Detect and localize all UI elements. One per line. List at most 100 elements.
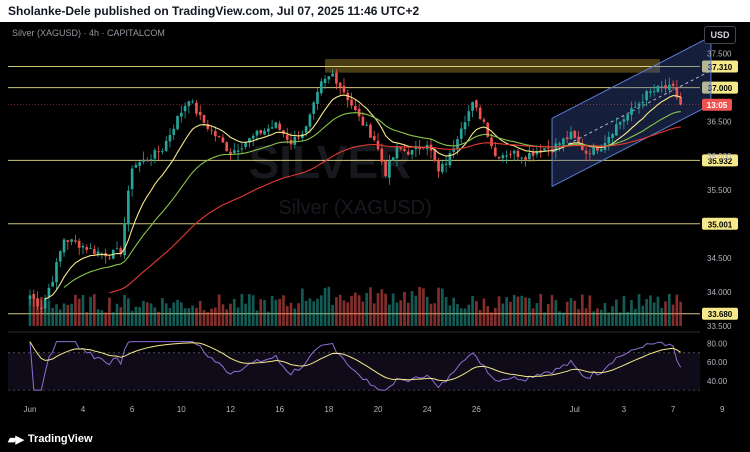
volume-bar: [357, 295, 361, 326]
volume-bar: [232, 298, 236, 326]
volume-bar: [588, 295, 592, 326]
candle-body: [138, 162, 142, 166]
candle-body: [671, 83, 675, 86]
volume-bar: [376, 293, 380, 326]
volume-bar: [626, 311, 630, 326]
candle-body: [85, 247, 89, 250]
level-price-label: 35.932: [708, 157, 733, 166]
rsi-axis-tick: 60.00: [707, 358, 728, 367]
volume-bar: [580, 294, 584, 326]
candle-body: [293, 136, 297, 145]
volume-bar: [660, 307, 664, 326]
candle-body: [667, 84, 671, 90]
candle-body: [157, 151, 160, 153]
volume-bar: [546, 303, 550, 326]
candle-body: [285, 134, 289, 140]
level-price-label: 33.680: [708, 310, 733, 319]
volume-bar: [191, 305, 194, 326]
candle-body: [108, 257, 111, 259]
time-axis-tick: 18: [324, 405, 333, 414]
candle-body: [618, 122, 622, 125]
candle-body: [531, 152, 535, 156]
candle-body: [660, 86, 664, 88]
chart-canvas[interactable]: SILVER Silver (XAGUSD) 37.310 37.000 35.93…: [0, 22, 750, 426]
volume-bar: [441, 288, 444, 326]
candle-body: [418, 147, 421, 150]
volume-bar: [482, 298, 486, 326]
volume-bar: [47, 300, 51, 326]
candle-body: [308, 114, 312, 127]
volume-bar: [28, 297, 32, 326]
candle-body: [422, 148, 425, 150]
candle-body: [459, 128, 463, 139]
candle-body: [565, 137, 569, 140]
candle-body: [641, 101, 645, 104]
symbol-legend[interactable]: Silver (XAGUSD) · 4h · CAPITALCOM: [12, 28, 165, 38]
volume-bar: [641, 305, 645, 326]
candle-body: [649, 91, 652, 93]
volume-bar: [55, 304, 58, 326]
volume-bar: [304, 300, 308, 326]
volume-bar: [380, 289, 384, 326]
volume-bar: [259, 299, 263, 326]
volume-bar: [149, 303, 153, 326]
current-price-badge: [702, 98, 732, 111]
volume-bar: [312, 301, 316, 326]
price-axis-tick: 34.000: [707, 288, 732, 297]
candle-body: [319, 81, 323, 94]
candle-body: [51, 281, 55, 287]
volume-bar: [123, 294, 126, 326]
volume-bar: [444, 297, 448, 326]
time-axis-tick: 6: [130, 405, 135, 414]
candle-body: [81, 245, 85, 248]
candle-body: [388, 160, 391, 178]
volume-bar: [206, 312, 210, 326]
candle-body: [115, 248, 119, 250]
candle-body: [611, 134, 614, 138]
candle-body: [316, 91, 319, 104]
volume-bar: [539, 293, 543, 326]
level-price-label: 37.310: [708, 63, 733, 72]
candle-body: [482, 119, 486, 122]
candle-body: [202, 115, 206, 123]
volume-bar: [520, 295, 524, 326]
publisher-line: Sholanke-Dele published on TradingView.c…: [8, 4, 420, 18]
volume-bar: [422, 288, 425, 326]
volume-bar: [108, 297, 111, 326]
volume-bar: [490, 312, 493, 326]
candle-body: [520, 157, 524, 159]
candle-body: [467, 111, 471, 122]
candle-body: [168, 135, 172, 142]
volume-bar: [531, 308, 535, 326]
time-axis-tick: Jul: [570, 405, 580, 414]
candle-body: [399, 147, 403, 150]
volume-bar: [251, 295, 255, 326]
volume-bar: [471, 295, 474, 326]
volume-bar: [127, 298, 130, 326]
volume-bar: [603, 303, 607, 326]
candle-body: [372, 136, 376, 140]
currency-button[interactable]: USD: [704, 26, 736, 44]
watermark: SILVER Silver (XAGUSD): [249, 136, 432, 219]
candle-body: [153, 150, 157, 159]
volume-bar: [403, 291, 406, 326]
volume-bar: [372, 303, 376, 326]
volume-bar: [66, 304, 70, 326]
volume-bar: [70, 303, 73, 326]
volume-bar: [354, 292, 357, 326]
volume-bar: [505, 297, 508, 326]
candle-body: [58, 251, 62, 262]
candle-body: [263, 130, 266, 135]
level-price-label: 35.001: [708, 220, 733, 229]
volume-bar: [89, 296, 92, 326]
candle-body: [161, 151, 164, 152]
rsi-axis-tick: 40.00: [707, 377, 728, 386]
volume-bar: [501, 303, 505, 326]
current-price-label: 13:05: [707, 101, 728, 110]
candle-body: [490, 137, 493, 147]
candle-body: [354, 105, 357, 110]
volume-bar: [565, 301, 569, 326]
candle-body: [70, 239, 73, 242]
candle-body: [558, 143, 561, 145]
rsi-pane: [8, 331, 700, 391]
